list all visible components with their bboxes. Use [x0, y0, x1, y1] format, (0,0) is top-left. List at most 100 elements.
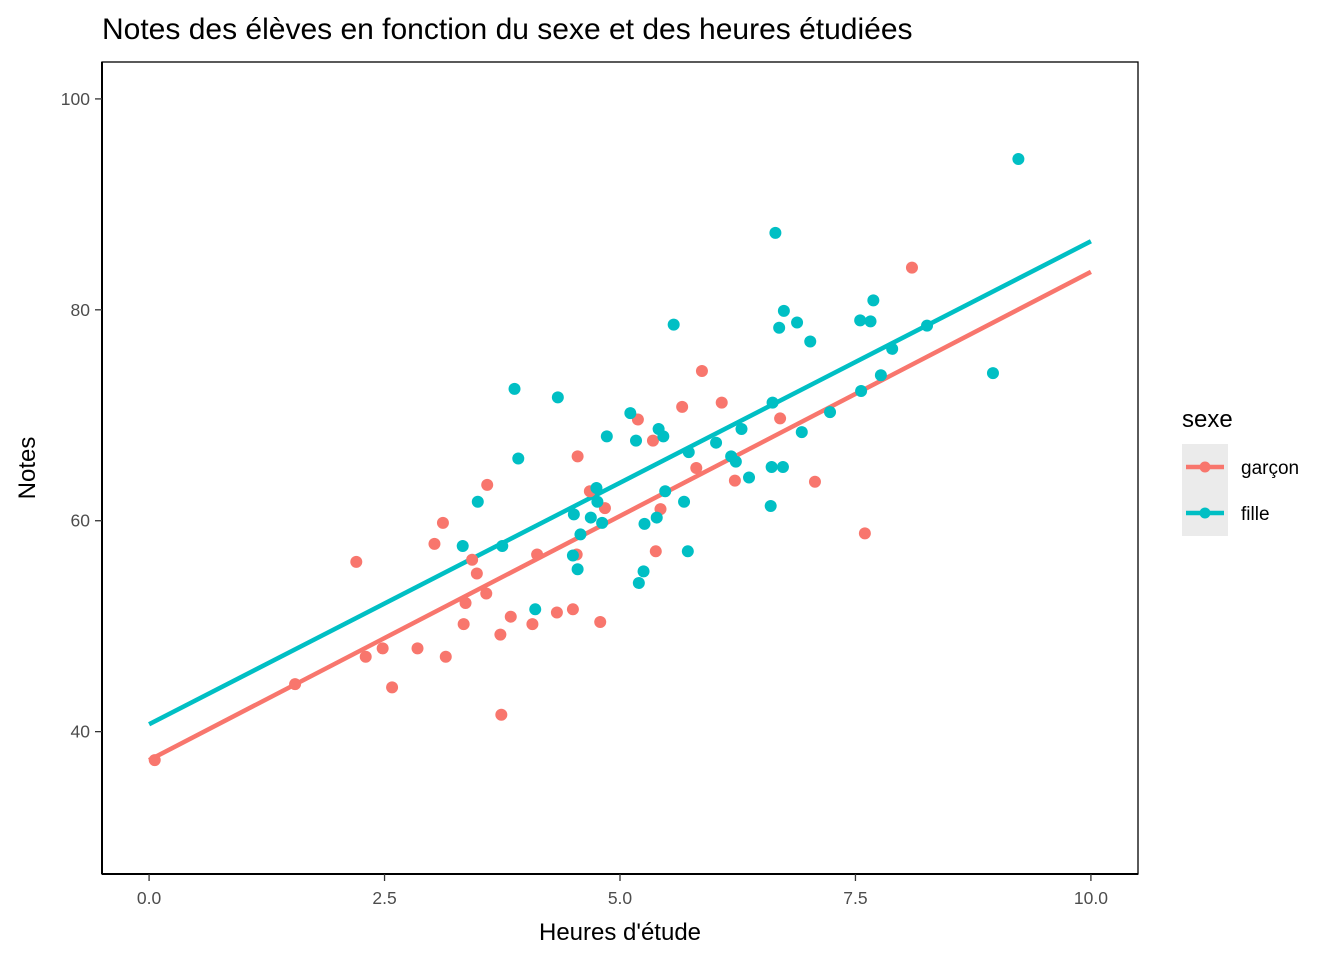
data-point: [504, 610, 517, 623]
legend-items: garçon fille: [1182, 444, 1299, 536]
legend-label: garçon: [1241, 458, 1299, 479]
data-point: [584, 511, 597, 524]
data-point: [854, 314, 867, 327]
data-point: [471, 495, 484, 508]
data-point: [459, 596, 472, 609]
data-point: [657, 430, 670, 443]
data-point: [508, 382, 521, 395]
data-point: [682, 446, 695, 459]
y-tick-label: 40: [71, 722, 91, 742]
data-point: [690, 462, 703, 474]
data-point: [574, 528, 587, 541]
data-point: [855, 385, 868, 398]
data-point: [494, 628, 507, 641]
y-axis-ticks: 40 60 80 100: [61, 89, 102, 742]
data-point: [795, 426, 808, 439]
data-point: [566, 549, 579, 562]
data-point: [550, 606, 563, 619]
data-point: [600, 430, 613, 443]
y-tick-label: 80: [71, 300, 91, 320]
x-axis-title: Heures d'étude: [539, 919, 701, 946]
data-point: [495, 708, 508, 721]
data-point: [428, 537, 441, 550]
legend-key-point: [1199, 507, 1211, 519]
data-point: [649, 545, 662, 558]
data-point: [766, 396, 779, 409]
data-point: [456, 540, 469, 553]
data-point: [632, 576, 645, 589]
x-axis-ticks: 0.0 2.5 5.0 7.5 10.0: [137, 874, 1108, 908]
data-point: [359, 650, 372, 663]
x-tick-label: 2.5: [372, 888, 396, 908]
data-point: [596, 516, 609, 529]
data-point: [646, 434, 659, 447]
data-point: [386, 681, 399, 694]
data-point: [667, 318, 680, 331]
data-point: [774, 412, 787, 425]
data-point: [512, 452, 525, 465]
data-point: [637, 565, 650, 578]
data-point: [676, 400, 689, 413]
data-point: [804, 335, 817, 348]
data-points: [148, 153, 1025, 767]
x-tick-label: 5.0: [608, 888, 633, 908]
data-point: [567, 508, 580, 521]
regression-lines: [148, 239, 1092, 763]
legend-title: sexe: [1182, 406, 1233, 433]
data-point: [659, 485, 672, 498]
data-point: [439, 650, 452, 663]
data-point: [986, 367, 999, 380]
data-point: [791, 316, 804, 329]
data-point: [867, 294, 880, 307]
data-point: [571, 563, 584, 576]
data-point: [1012, 153, 1025, 166]
data-point: [710, 436, 723, 449]
data-point: [921, 319, 934, 332]
regression-line: [148, 239, 1092, 727]
data-point: [470, 567, 483, 580]
data-point: [590, 482, 603, 495]
data-point: [481, 478, 494, 491]
data-point: [551, 391, 564, 404]
data-point: [350, 555, 363, 568]
y-axis-title: Notes: [14, 437, 41, 500]
x-tick-label: 0.0: [137, 888, 162, 908]
legend: sexe garçon fille: [1182, 406, 1299, 536]
data-point: [566, 603, 579, 616]
y-tick-label: 100: [61, 89, 90, 109]
x-tick-label: 7.5: [843, 888, 867, 908]
data-point: [529, 603, 542, 616]
data-point: [824, 406, 837, 419]
data-point: [531, 548, 544, 561]
data-point: [905, 261, 918, 274]
data-point: [769, 226, 782, 239]
data-point: [777, 304, 790, 317]
data-point: [886, 342, 899, 355]
data-point: [808, 475, 821, 488]
data-point: [764, 499, 777, 512]
data-point: [457, 618, 470, 631]
legend-label: fille: [1241, 504, 1270, 525]
data-point: [436, 516, 449, 529]
data-point: [591, 495, 604, 508]
regression-line: [148, 269, 1092, 763]
data-point: [526, 618, 539, 631]
data-point: [858, 527, 871, 540]
data-point: [624, 407, 637, 420]
y-tick-label: 60: [71, 511, 91, 531]
data-point: [874, 369, 887, 382]
data-point: [715, 396, 728, 409]
data-point: [480, 587, 493, 600]
data-point: [496, 540, 509, 553]
legend-key-point: [1199, 461, 1211, 473]
x-tick-label: 10.0: [1074, 888, 1108, 908]
data-point: [729, 455, 742, 468]
data-point: [594, 615, 607, 628]
data-point: [571, 450, 584, 463]
data-point: [638, 517, 651, 530]
data-point: [743, 471, 756, 484]
data-point: [411, 642, 424, 655]
data-point: [376, 642, 389, 655]
data-point: [650, 511, 663, 524]
